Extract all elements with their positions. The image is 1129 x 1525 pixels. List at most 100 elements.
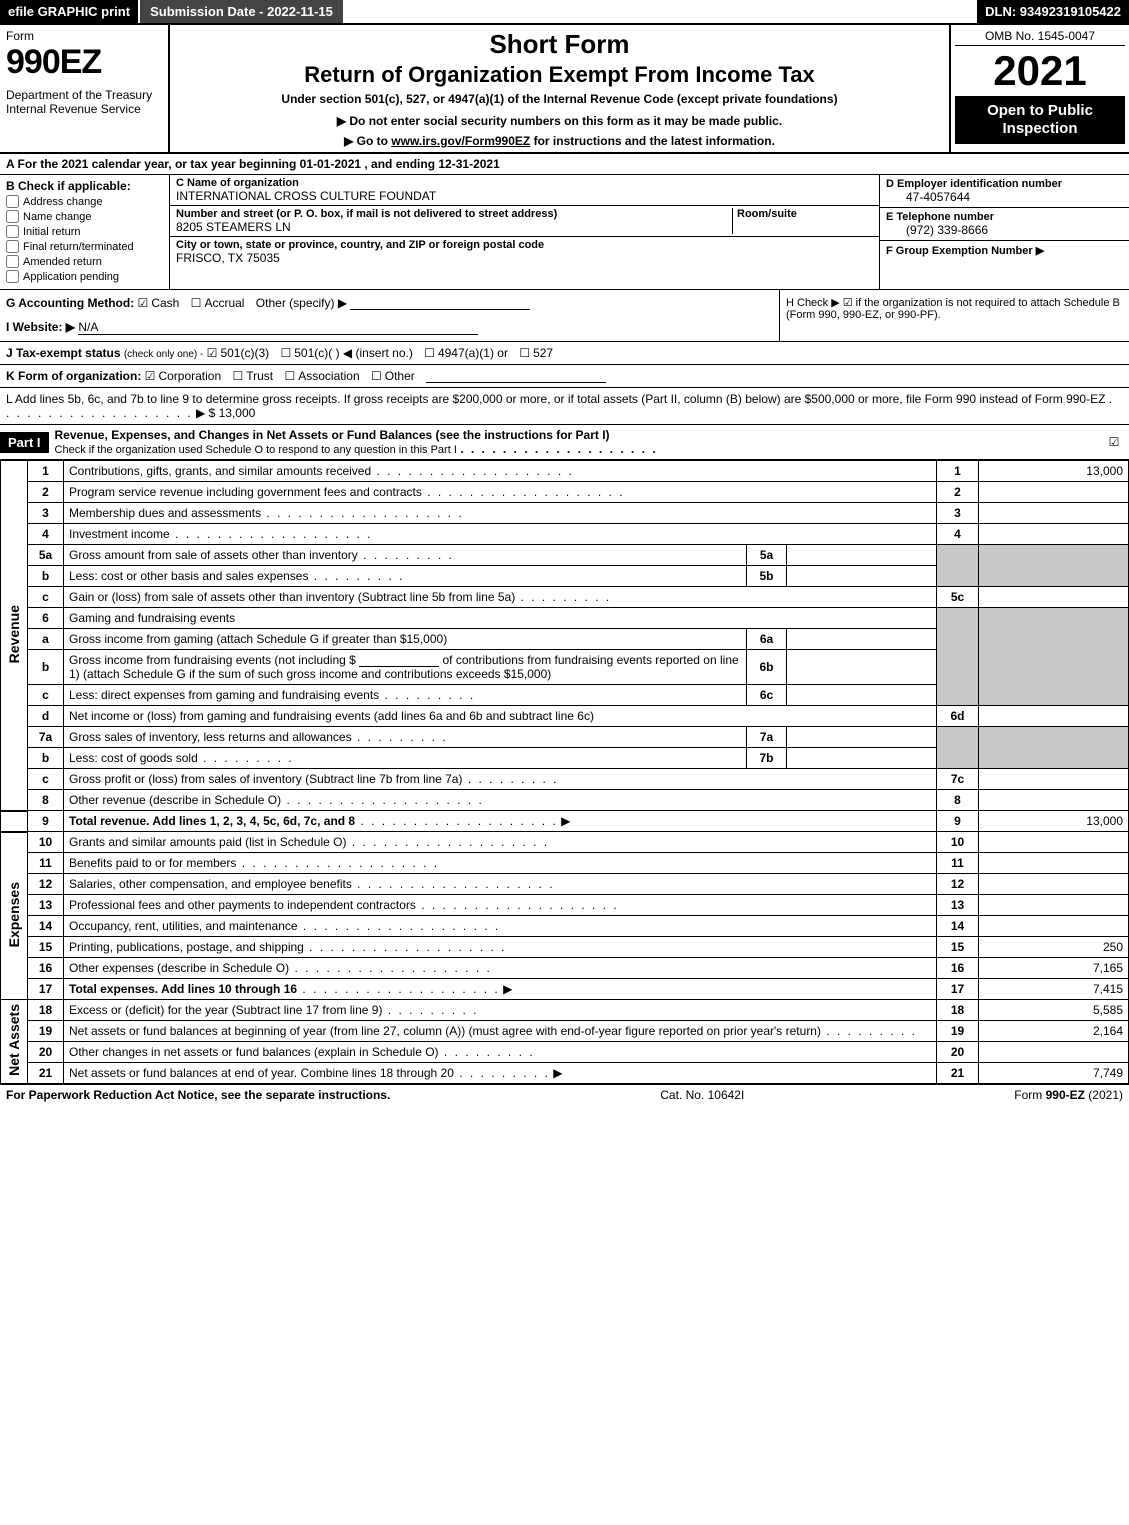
checkbox-amended-return[interactable] — [6, 255, 19, 268]
l11-num: 11 — [28, 853, 64, 874]
k-assoc[interactable]: ☐ Association — [284, 369, 359, 383]
k-trust[interactable]: ☐ Trust — [232, 369, 273, 383]
part1-header-row: Part I Revenue, Expenses, and Changes in… — [0, 425, 1129, 460]
k-other[interactable]: ☐ Other — [371, 369, 415, 383]
l21-rval: 7,749 — [979, 1063, 1129, 1084]
l18-rnum: 18 — [937, 1000, 979, 1021]
check-name-change[interactable]: Name change — [6, 210, 163, 223]
j-sub: (check only one) - — [124, 349, 203, 360]
checkbox-application-pending[interactable] — [6, 270, 19, 283]
form-word: Form — [6, 29, 162, 43]
ein-label: D Employer identification number — [886, 178, 1123, 190]
part1-title-text: Revenue, Expenses, and Changes in Net As… — [55, 428, 610, 442]
l4-rnum: 4 — [937, 524, 979, 545]
irs-link[interactable]: www.irs.gov/Form990EZ — [391, 134, 530, 148]
org-name-label: C Name of organization — [176, 177, 873, 189]
g-cash[interactable]: ☑ Cash — [138, 296, 180, 310]
checkbox-final-return[interactable] — [6, 240, 19, 253]
l20-desc: Other changes in net assets or fund bala… — [64, 1042, 937, 1063]
row-h: H Check ▶ ☑ if the organization is not r… — [779, 290, 1129, 341]
check-initial-return[interactable]: Initial return — [6, 225, 163, 238]
form-subtitle: Under section 501(c), 527, or 4947(a)(1)… — [178, 92, 941, 106]
part1-checkbox[interactable]: ☑ — [1099, 435, 1129, 449]
k-other-field[interactable] — [426, 369, 606, 383]
l5a-subnum: 5a — [747, 545, 787, 566]
l5ab-grey — [937, 545, 979, 587]
g-accrual[interactable]: ☐ Accrual — [191, 296, 245, 310]
l13-desc: Professional fees and other payments to … — [64, 895, 937, 916]
l3-rnum: 3 — [937, 503, 979, 524]
page-footer: For Paperwork Reduction Act Notice, see … — [0, 1084, 1129, 1105]
l3-num: 3 — [28, 503, 64, 524]
lbl-amended-return: Amended return — [23, 256, 102, 268]
check-amended-return[interactable]: Amended return — [6, 255, 163, 268]
k-other-label: Other — [385, 369, 415, 383]
l8-num: 8 — [28, 790, 64, 811]
checkbox-name-change[interactable] — [6, 210, 19, 223]
l6a-num: a — [28, 629, 64, 650]
l6-greyval — [979, 608, 1129, 706]
lbl-name-change: Name change — [23, 211, 92, 223]
l5a-subval — [787, 545, 937, 566]
line-18: Net Assets 18 Excess or (deficit) for th… — [1, 1000, 1129, 1021]
section-f: F Group Exemption Number ▶ — [880, 241, 1129, 289]
l7c-rval — [979, 769, 1129, 790]
line-20: 20 Other changes in net assets or fund b… — [1, 1042, 1129, 1063]
goto-post: for instructions and the latest informat… — [530, 134, 775, 148]
k-corp[interactable]: ☑ Corporation — [145, 369, 221, 383]
l9-rval: 13,000 — [979, 811, 1129, 832]
l19-desc: Net assets or fund balances at beginning… — [64, 1021, 937, 1042]
g-other-field[interactable] — [350, 296, 530, 310]
l6b-num: b — [28, 650, 64, 685]
l9-desc: Total revenue. Add lines 1, 2, 3, 4, 5c,… — [64, 811, 937, 832]
l6b-amount-field[interactable] — [359, 653, 439, 667]
row-a-tax-year: A For the 2021 calendar year, or tax yea… — [0, 154, 1129, 175]
l6d-num: d — [28, 706, 64, 727]
l1-num: 1 — [28, 461, 64, 482]
j-501c3[interactable]: ☑ 501(c)(3) — [207, 346, 269, 360]
line-4: 4 Investment income 4 — [1, 524, 1129, 545]
l8-rval — [979, 790, 1129, 811]
part1-label: Part I — [0, 432, 49, 453]
checkbox-initial-return[interactable] — [6, 225, 19, 238]
check-final-return[interactable]: Final return/terminated — [6, 240, 163, 253]
l21-rnum: 21 — [937, 1063, 979, 1084]
l21-num: 21 — [28, 1063, 64, 1084]
org-name: INTERNATIONAL CROSS CULTURE FOUNDAT — [176, 189, 873, 203]
l6c-num: c — [28, 685, 64, 706]
j-4947[interactable]: ☐ 4947(a)(1) or — [424, 346, 508, 360]
l20-rnum: 20 — [937, 1042, 979, 1063]
j-501c[interactable]: ☐ 501(c)( ) ◀ (insert no.) — [280, 346, 412, 360]
l7ab-grey — [937, 727, 979, 769]
k-corp-label: Corporation — [158, 369, 221, 383]
row-j: J Tax-exempt status (check only one) - ☑… — [0, 342, 1129, 365]
group-exemption-label: F Group Exemption Number ▶ — [886, 244, 1123, 257]
l21-desc: Net assets or fund balances at end of ye… — [64, 1063, 937, 1084]
l17-rval: 7,415 — [979, 979, 1129, 1000]
k-label: K Form of organization: — [6, 369, 141, 383]
l6d-desc: Net income or (loss) from gaming and fun… — [64, 706, 937, 727]
check-application-pending[interactable]: Application pending — [6, 270, 163, 283]
l5c-desc: Gain or (loss) from sale of assets other… — [64, 587, 937, 608]
efile-label[interactable]: efile GRAPHIC print — [0, 0, 138, 23]
l18-rval: 5,585 — [979, 1000, 1129, 1021]
l15-num: 15 — [28, 937, 64, 958]
j-527[interactable]: ☐ 527 — [519, 346, 553, 360]
header-left: Form 990EZ Department of the Treasury In… — [0, 25, 170, 152]
lbl-address-change: Address change — [23, 196, 103, 208]
checkbox-address-change[interactable] — [6, 195, 19, 208]
l5c-rnum: 5c — [937, 587, 979, 608]
check-address-change[interactable]: Address change — [6, 195, 163, 208]
l8-desc: Other revenue (describe in Schedule O) — [64, 790, 937, 811]
g-other-label: Other (specify) ▶ — [256, 296, 347, 310]
l5b-subval — [787, 566, 937, 587]
l6-grey — [937, 608, 979, 706]
city-value: FRISCO, TX 75035 — [176, 251, 873, 265]
l-text: L Add lines 5b, 6c, and 7b to line 9 to … — [6, 392, 1105, 406]
side-netassets: Net Assets — [1, 1000, 28, 1084]
form-title: Return of Organization Exempt From Incom… — [178, 62, 941, 88]
l19-rval: 2,164 — [979, 1021, 1129, 1042]
section-b: B Check if applicable: Address change Na… — [0, 175, 170, 289]
open-to-public: Open to Public Inspection — [955, 96, 1125, 144]
j-label: J Tax-exempt status — [6, 346, 121, 360]
